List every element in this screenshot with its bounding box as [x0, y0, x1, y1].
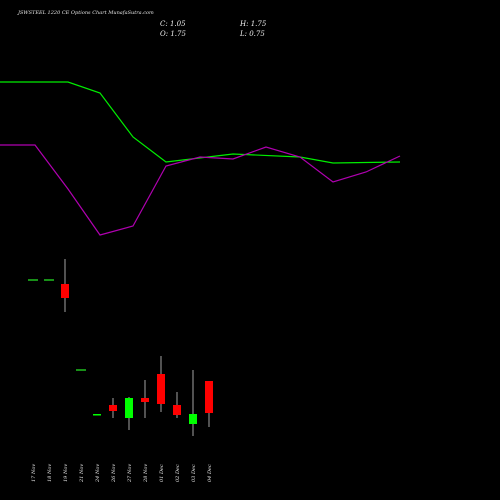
date-axis: 17 Nov 18 Nov 19 Nov 21 Nov 24 Nov 26 Nov 27 N…: [31, 464, 213, 483]
candle-body-04-Dec: [205, 381, 213, 413]
indicator-lines: [0, 81, 401, 236]
date-label-17-Nov: 17 Nov: [31, 464, 37, 482]
candles-upper-panel: [28, 259, 86, 371]
date-label-21-Nov: 21 Nov: [79, 464, 85, 483]
close-value: C: 1.05: [160, 20, 186, 28]
date-label-24-Nov: 24 Nov: [95, 464, 101, 483]
candle-body-26-Nov: [109, 405, 117, 411]
candle-body-01-Dec: [157, 374, 165, 404]
open-value: O: 1.75: [160, 30, 186, 38]
candle-body-24-Nov: [93, 414, 101, 416]
candle-body-19-Nov: [61, 284, 69, 298]
date-label-01-Dec: 01 Dec: [159, 464, 165, 482]
date-label-27-Nov: 27 Nov: [127, 464, 133, 483]
date-label-02-Dec: 02 Dec: [175, 464, 181, 482]
date-label-18-Nov: 18 Nov: [47, 464, 53, 482]
date-label-26-Nov: 26 Nov: [111, 464, 117, 483]
candle-body-27-Nov: [125, 398, 133, 418]
date-label-03-Dec: 03 Dec: [191, 464, 197, 482]
date-label-19-Nov: 19 Nov: [63, 464, 69, 482]
low-value: L: 0.75: [240, 30, 265, 38]
date-label-28-Nov: 28 Nov: [143, 464, 149, 483]
green-indicator-line: [0, 81, 401, 164]
chart-title: JSWSTEEL 1220 CE Options Chart MunafaSut…: [18, 10, 154, 16]
high-value: H: 1.75: [240, 20, 267, 28]
candle-body-28-Nov: [141, 398, 149, 402]
date-label-04-Dec: 04 Dec: [207, 464, 213, 482]
candle-body-02-Dec: [173, 405, 181, 415]
magenta-indicator-line: [0, 144, 401, 236]
candles-lower-panel: [93, 356, 213, 436]
candle-body-03-Dec: [189, 414, 197, 424]
